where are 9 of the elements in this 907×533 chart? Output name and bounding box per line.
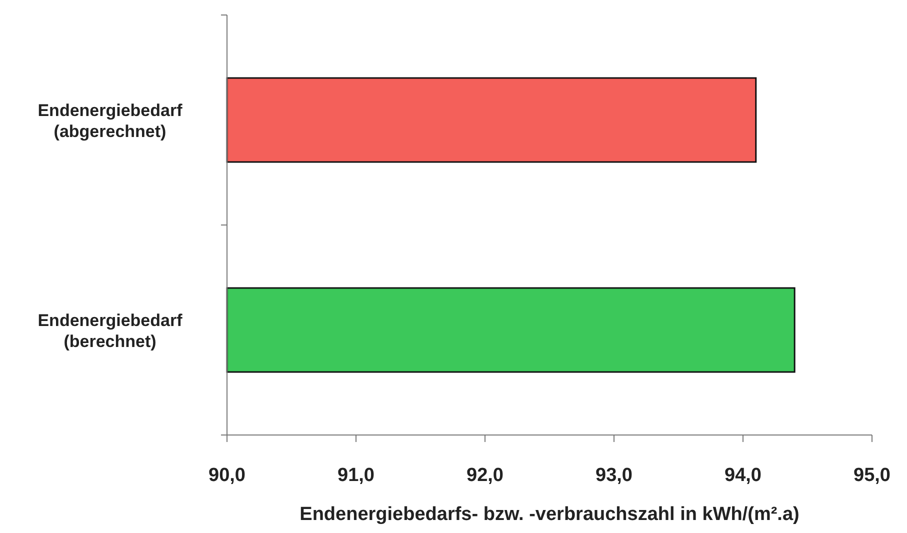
x-tick-label: 95,0 [854, 465, 890, 486]
x-tick-label: 93,0 [596, 465, 632, 486]
y-tick-label: Endenergiebedarf (berechnet) [38, 311, 183, 351]
x-tick-label: 92,0 [466, 465, 504, 486]
x-axis-title: Endenergiebedarfs- bzw. -verbrauchszahl in kWh/(m².a) [300, 504, 800, 525]
x-tick-label: 94,0 [724, 465, 762, 486]
x-tick-label: 90,0 [208, 465, 246, 486]
y-tick-label: Endenergiebedarf (abgerechnet) [38, 101, 183, 141]
x-tick-label: 91,0 [338, 465, 374, 486]
